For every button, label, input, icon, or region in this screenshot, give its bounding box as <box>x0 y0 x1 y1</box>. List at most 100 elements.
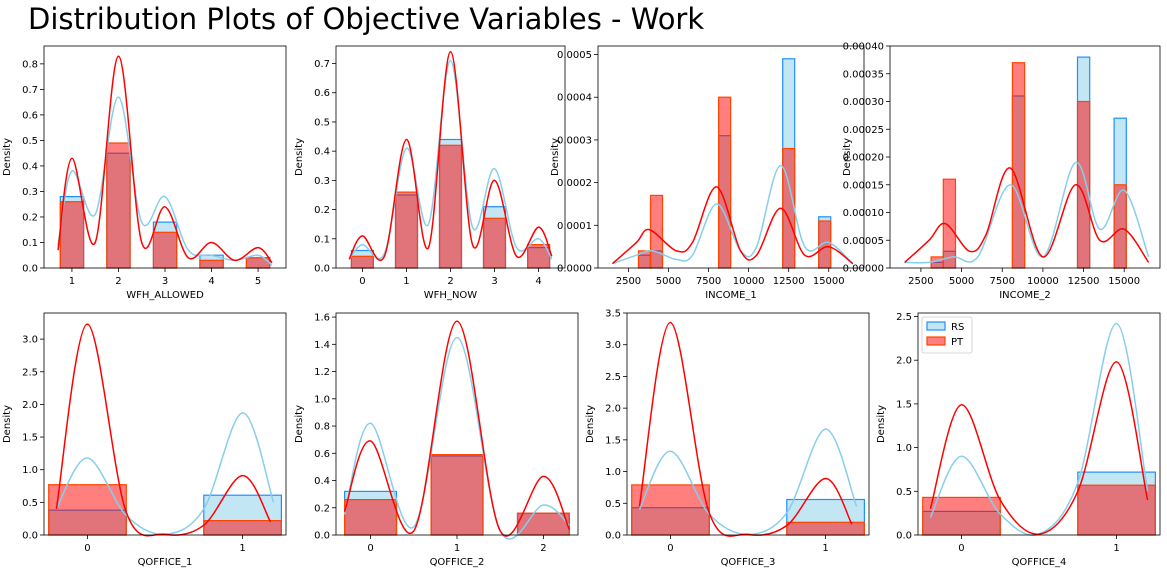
y-tick-label: 0.00030 <box>843 97 884 108</box>
bar-pt <box>786 521 865 536</box>
bar-pt <box>59 201 85 269</box>
y-tick-label: 2.0 <box>896 356 912 367</box>
y-axis-label: Density <box>842 138 853 176</box>
bar-pt <box>344 499 398 536</box>
x-tick-label: 1 <box>822 543 828 554</box>
x-axis-label: WFH_ALLOWED <box>126 290 204 301</box>
kde-line-rs <box>55 412 275 536</box>
kde-line-rs <box>612 164 854 265</box>
x-tick-label: 7500 <box>990 276 1015 287</box>
legend-label-pt: PT <box>951 337 964 348</box>
kde-line-rs <box>343 336 570 540</box>
y-tick-label: 0.0 <box>605 531 621 542</box>
y-tick-label: 1.0 <box>605 467 621 478</box>
legend-swatch-pt <box>926 336 946 346</box>
bar-pt <box>438 144 463 269</box>
x-axis-label: INCOME_1 <box>705 290 757 301</box>
chart-panel-qoffice_3: 0 1 0.0 0.5 1.0 1.5 2.0 2.5 3.0 3.5 QOFFICE_3 Densi… <box>585 309 870 568</box>
x-tick-label: 7500 <box>696 276 721 287</box>
y-tick-label: 0.00010 <box>843 208 884 219</box>
legend: RS PT <box>921 316 973 354</box>
kde-line-pt <box>348 51 553 261</box>
y-tick-label: 0.0 <box>896 531 912 542</box>
kde-line-pt <box>55 323 272 537</box>
y-tick-label: 1.0 <box>896 443 912 454</box>
x-tick-label: 12500 <box>773 276 805 287</box>
y-axis-label: Density <box>294 138 305 176</box>
x-tick-label: 1 <box>403 276 409 287</box>
y-tick-label: 0.0001 <box>557 221 592 232</box>
y-tick-label: 1.5 <box>22 433 38 444</box>
kde-line-pt <box>904 167 1150 263</box>
x-tick-label: 10000 <box>733 276 765 287</box>
x-tick-label: 10000 <box>1027 276 1059 287</box>
y-tick-label: 0.8 <box>314 422 330 433</box>
kde-line-pt <box>638 321 853 537</box>
y-tick-label: 2.5 <box>22 367 38 378</box>
x-tick-label: 5 <box>255 276 261 287</box>
bar-pt <box>1077 484 1157 536</box>
bar-pt <box>1113 184 1127 269</box>
y-tick-label: 0.5 <box>314 117 330 128</box>
x-tick-label: 0 <box>667 543 673 554</box>
axes-frame <box>597 45 865 269</box>
bar-pt <box>717 96 732 269</box>
x-tick-label: 0 <box>367 543 373 554</box>
x-axis-label: QOFFICE_4 <box>1012 557 1067 568</box>
y-tick-label: 0.0 <box>22 531 38 542</box>
chart-panel-qoffice_1: 0 1 0.0 0.5 1.0 1.5 2.0 2.5 3.0 QOFFICE_1 Density <box>2 312 287 568</box>
x-tick-label: 4 <box>535 276 541 287</box>
kde-line-pt <box>57 55 273 264</box>
x-tick-label: 2 <box>540 543 546 554</box>
x-tick-label: 1 <box>1113 543 1119 554</box>
x-tick-label: 4 <box>208 276 214 287</box>
y-tick-label: 2.0 <box>605 404 621 415</box>
y-tick-label: 0.0005 <box>557 50 592 61</box>
y-tick-label: 0.5 <box>896 487 912 498</box>
y-tick-label: 0.0003 <box>557 135 592 146</box>
bar-pt <box>1076 100 1091 269</box>
x-axis-label: WFH_NOW <box>424 290 478 301</box>
y-axis-label: Density <box>550 138 561 176</box>
x-tick-label: 1 <box>239 543 245 554</box>
y-tick-label: 0.00035 <box>843 69 884 80</box>
axes-frame <box>626 312 870 536</box>
chart-panel-qoffice_4: 0 1 0.0 0.5 1.0 1.5 2.0 2.5 QOFFICE_4 Density <box>876 312 1161 568</box>
figure-title: Distribution Plots of Objective Variable… <box>28 2 705 36</box>
x-axis-label: INCOME_2 <box>999 290 1051 301</box>
y-tick-label: 0.00015 <box>843 180 884 191</box>
bar-pt <box>394 191 419 269</box>
y-tick-label: 0.1 <box>22 238 38 249</box>
y-tick-label: 0.5 <box>22 136 38 147</box>
y-tick-label: 0.2 <box>314 503 330 514</box>
x-tick-label: 15000 <box>813 276 845 287</box>
y-tick-label: 0.4 <box>314 147 330 158</box>
y-tick-label: 1.0 <box>314 394 330 405</box>
x-tick-label: 0 <box>359 276 365 287</box>
y-axis-label: Density <box>2 405 13 443</box>
y-tick-label: 0.0000 <box>557 264 592 275</box>
y-tick-label: 0.00025 <box>843 125 884 136</box>
y-tick-label: 0.0002 <box>557 178 592 189</box>
x-tick-label: 2 <box>447 276 453 287</box>
y-tick-label: 0.0 <box>314 531 330 542</box>
y-tick-label: 1.6 <box>314 313 330 324</box>
legend-swatch-rs <box>926 321 946 331</box>
y-tick-label: 2.5 <box>896 312 912 323</box>
kde-line-pt <box>929 361 1149 535</box>
chart-panel-wfh_now: 0 1 2 3 4 0.0 0.1 0.2 0.3 0.4 0.5 0.6 0.7 WFH_NOW Dens… <box>294 45 566 301</box>
x-tick-label: 2500 <box>616 276 641 287</box>
axes-frame <box>43 312 287 536</box>
chart-panel-income_2: 2500 5000 7500 10000 12500 15000 0.00000 0.0000… <box>842 42 1161 301</box>
bar-pt <box>482 217 507 269</box>
y-tick-label: 1.5 <box>896 399 912 410</box>
y-tick-label: 0.2 <box>314 205 330 216</box>
y-axis-label: Density <box>585 405 596 443</box>
y-tick-label: 0.00020 <box>843 153 884 164</box>
kde-line-rs <box>904 161 1150 264</box>
x-tick-label: 5000 <box>656 276 681 287</box>
y-tick-label: 1.0 <box>22 465 38 476</box>
chart-panel-qoffice_2: 0 1 2 0.0 0.2 0.4 0.6 0.8 1.0 1.2 1.4 1.6 QOFFICE_2 D… <box>294 313 579 568</box>
x-tick-label: 0 <box>958 543 964 554</box>
